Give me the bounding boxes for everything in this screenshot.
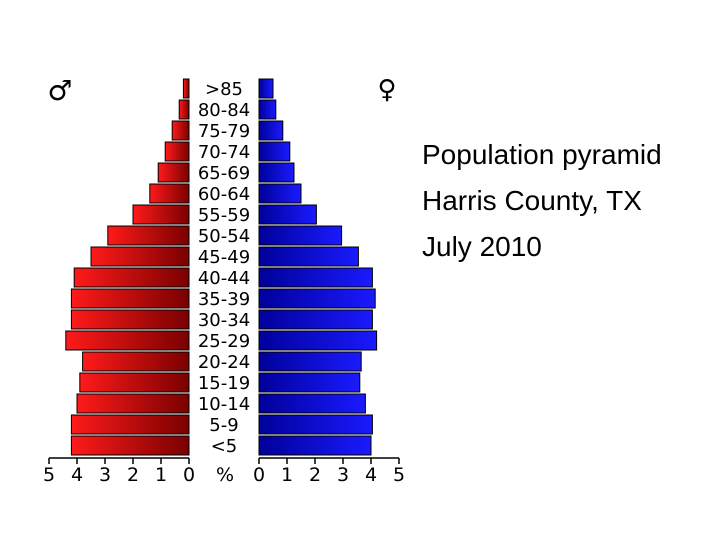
- male-bar: [82, 351, 190, 372]
- female-bar: [258, 162, 295, 183]
- female-bar: [258, 288, 376, 309]
- age-group-label: 45-49: [198, 247, 250, 268]
- male-bars: [65, 78, 190, 456]
- age-group-label: 35-39: [198, 289, 250, 310]
- male-axis-tick-label: 1: [155, 464, 167, 486]
- female-bar: [258, 141, 291, 162]
- male-bar: [70, 288, 190, 309]
- male-bar: [73, 267, 190, 288]
- age-group-label: 60-64: [198, 184, 250, 205]
- male-bar: [182, 78, 190, 99]
- male-bar: [157, 162, 190, 183]
- age-group-label: 65-69: [198, 163, 250, 184]
- female-symbol-icon: ♀: [377, 75, 396, 105]
- age-group-label: 75-79: [198, 121, 250, 142]
- male-axis-tick-label: 5: [43, 464, 55, 486]
- female-bar: [258, 246, 359, 267]
- caption-location: Harris County, TX: [422, 185, 642, 216]
- age-group-label: 10-14: [198, 394, 250, 415]
- male-bar: [76, 393, 190, 414]
- female-bar: [258, 183, 302, 204]
- male-bar: [164, 141, 190, 162]
- female-axis-tick-label: 3: [337, 464, 349, 486]
- age-group-label: 70-74: [198, 142, 250, 163]
- age-group-label: 50-54: [198, 226, 250, 247]
- male-axis-tick-label: 4: [71, 464, 83, 486]
- female-bar: [258, 372, 361, 393]
- age-group-labels: <55-910-1415-1920-2425-2930-3435-3940-44…: [198, 79, 250, 457]
- age-group-label: 80-84: [198, 100, 250, 121]
- x-axis-unit-label: %: [216, 464, 234, 486]
- male-axis-tick-label: 3: [99, 464, 111, 486]
- caption-date: July 2010: [422, 231, 542, 262]
- age-group-label: 25-29: [198, 331, 250, 352]
- male-bar: [171, 120, 190, 141]
- male-bar: [149, 183, 190, 204]
- female-axis-tick-label: 0: [253, 464, 265, 486]
- male-bar: [178, 99, 190, 120]
- female-axis-tick-label: 4: [365, 464, 377, 486]
- female-bar: [258, 120, 284, 141]
- female-bar: [258, 78, 274, 99]
- female-bar: [258, 435, 372, 456]
- male-symbol-icon: ♂: [47, 74, 72, 107]
- age-group-label: >85: [205, 79, 243, 100]
- age-group-label: 20-24: [198, 352, 250, 373]
- male-axis-tick-label: 2: [127, 464, 139, 486]
- caption-title: Population pyramid: [422, 139, 662, 170]
- female-bar: [258, 267, 373, 288]
- female-bar: [258, 225, 343, 246]
- female-axis-tick-label: 5: [393, 464, 405, 486]
- female-bar: [258, 414, 373, 435]
- female-bar: [258, 204, 317, 225]
- age-group-label: 5-9: [209, 415, 238, 436]
- male-bar: [70, 309, 190, 330]
- male-bar: [79, 372, 190, 393]
- age-group-label: 15-19: [198, 373, 250, 394]
- age-group-label: 30-34: [198, 310, 250, 331]
- female-bar: [258, 99, 277, 120]
- chart-caption: Population pyramid Harris County, TX Jul…: [422, 132, 662, 270]
- male-bar: [132, 204, 190, 225]
- male-bar: [65, 330, 190, 351]
- female-axis-tick-label: 1: [281, 464, 293, 486]
- female-axis-tick-label: 2: [309, 464, 321, 486]
- age-group-label: 40-44: [198, 268, 250, 289]
- male-axis-tick-label: 0: [183, 464, 195, 486]
- male-bar: [90, 246, 190, 267]
- female-bar: [258, 393, 366, 414]
- male-bar: [70, 435, 190, 456]
- female-bar: [258, 309, 373, 330]
- female-bars: [258, 78, 378, 456]
- female-bar: [258, 351, 362, 372]
- male-bar: [70, 414, 190, 435]
- male-bar: [107, 225, 190, 246]
- age-group-label: 55-59: [198, 205, 250, 226]
- female-bar: [258, 330, 378, 351]
- age-group-label: <5: [211, 436, 238, 457]
